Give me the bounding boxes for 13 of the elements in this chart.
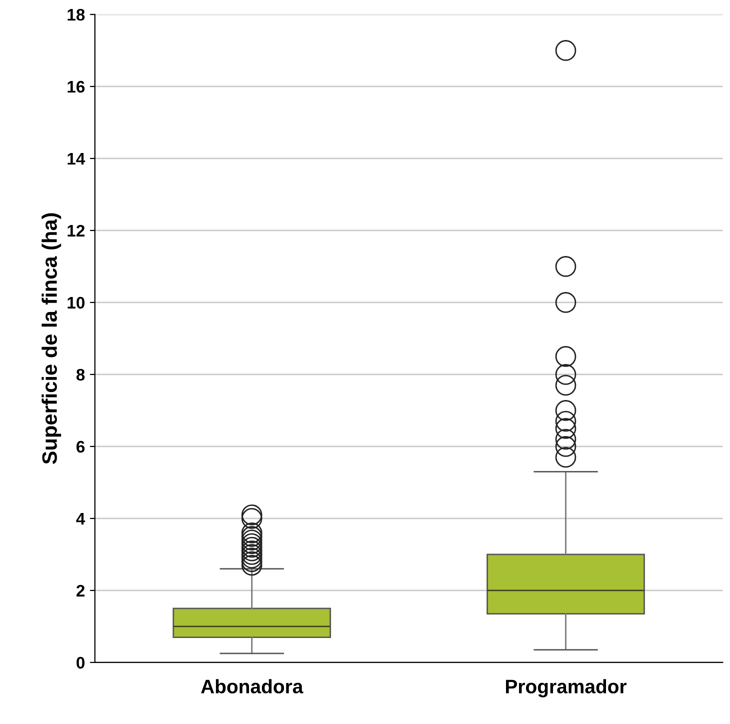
x-tick-label: Abonadora xyxy=(201,679,304,694)
y-tick-label: 18 xyxy=(68,8,85,21)
y-tick-label: 12 xyxy=(68,224,85,237)
y-tick-label: 2 xyxy=(76,584,85,596)
y-tick-label: 14 xyxy=(68,153,86,165)
y-tick-label: 10 xyxy=(68,296,84,309)
y-tick-label: 16 xyxy=(68,80,85,93)
y-tick-label: 4 xyxy=(76,513,86,525)
y-tick-label: 6 xyxy=(76,440,85,453)
y-tick-label: 0 xyxy=(76,656,84,669)
y-tick-label: 8 xyxy=(76,368,85,381)
y-axis-title: Superficie de la finca (ha) xyxy=(42,213,62,464)
x-tick-label: Programador xyxy=(506,679,627,698)
